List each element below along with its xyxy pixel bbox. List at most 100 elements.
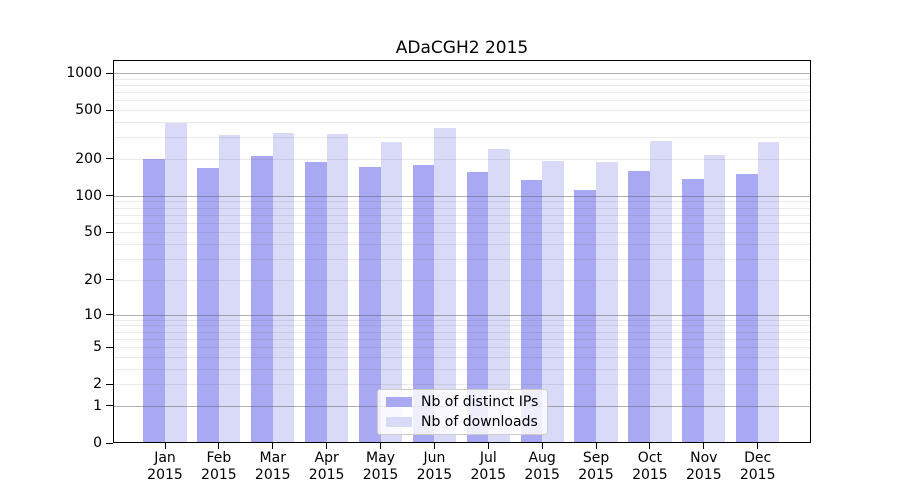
gridline-1000 [114,73,810,74]
x-tick-sep [595,443,597,449]
x-tick-label-jun: Jun 2015 [406,450,462,484]
bar-dec-distinct-ips [736,173,758,443]
x-tick-dec [757,443,759,449]
gridline-70 [114,214,810,216]
y-tick-label-50: 50 [84,224,102,241]
month-label: Dec [744,450,772,466]
month-label: Oct [637,450,663,466]
bar-jan-distinct-ips [143,158,165,443]
month-label: Mar [259,450,286,466]
legend-swatch-downloads-icon [386,417,412,427]
month-label: Jul [479,450,497,466]
y-tick-label-500: 500 [75,102,102,119]
gridline-7 [114,331,810,333]
y-tick-label-1: 1 [93,397,102,414]
bar-sep-distinct-ips [574,189,597,443]
bar-nov-distinct-ips [682,178,704,443]
bar-jul-downloads [488,149,510,443]
gridline-9 [114,319,810,321]
x-tick-label-oct: Oct 2015 [622,450,678,484]
gridline-20 [114,279,810,281]
month-label: Sep [582,450,610,466]
gridline-500 [114,110,810,112]
bar-apr-downloads [326,133,349,443]
bar-mar-downloads [272,132,295,443]
x-tick-mar [272,443,274,449]
y-tick-20 [106,279,113,281]
gridline-700 [114,92,810,94]
gridline-60 [114,222,810,224]
gridline-10 [114,314,810,316]
bar-jun-downloads [434,128,456,443]
y-tick-1000 [106,72,113,74]
y-tick-5 [106,346,113,348]
bar-dec-downloads [757,142,780,443]
year-label: 2015 [685,467,722,483]
gridline-600 [114,100,810,102]
x-tick-label-mar: Mar 2015 [245,450,301,484]
bar-apr-distinct-ips [305,161,327,443]
x-tick-label-feb: Feb 2015 [191,450,247,484]
x-tick-label-dec: Dec 2015 [730,450,786,484]
gridline-50 [114,232,810,234]
y-tick-50 [106,231,113,233]
month-label: Apr [314,450,339,466]
month-label: Jan [154,450,176,466]
y-tick-label-20: 20 [84,271,102,288]
x-tick-apr [326,443,328,449]
gridline-90 [114,201,810,203]
x-tick-label-jul: Jul 2015 [460,450,516,484]
bar-feb-distinct-ips [197,167,219,443]
gridline-200 [114,158,810,160]
bar-feb-downloads [218,134,241,443]
bar-jul-distinct-ips [466,171,489,443]
y-tick-label-1000: 1000 [66,65,102,81]
x-tick-label-aug: Aug 2015 [514,450,570,484]
y-tick-10 [106,314,113,316]
year-label: 2015 [632,467,668,483]
x-tick-may [380,443,382,449]
gridline-40 [114,244,810,246]
month-label: Nov [690,450,718,466]
year-label: 2015 [254,467,291,483]
y-tick-label-2: 2 [93,376,102,393]
legend-swatch-distinct-ips-icon [386,397,412,407]
gridline-900 [114,78,810,80]
bar-oct-downloads [649,140,672,443]
chart-title: ADaCGH2 2015 [395,38,529,58]
gridline-80 [114,207,810,209]
x-tick-jan [164,443,166,449]
x-tick-oct [649,443,651,449]
y-tick-label-5: 5 [93,339,102,356]
bar-nov-downloads [703,154,726,443]
bar-oct-distinct-ips [628,170,650,443]
bar-aug-downloads [542,161,564,443]
gridline-400 [114,121,810,123]
y-tick-label-200: 200 [75,150,102,167]
legend-label-distinct-ips: Nb of distinct IPs [421,394,539,410]
bar-sep-downloads [596,162,618,443]
gridline-100 [114,195,810,197]
y-tick-200 [106,158,113,160]
year-label: 2015 [578,467,614,483]
y-tick-label-0: 0 [93,435,102,451]
x-tick-nov [703,443,705,449]
bar-mar-distinct-ips [251,155,273,443]
year-label: 2015 [308,467,345,483]
y-tick-0 [106,442,113,444]
year-label: 2015 [362,467,399,483]
x-tick-feb [218,443,220,449]
gridline-2 [114,384,810,386]
gridline-3 [114,368,810,370]
y-tick-100 [106,195,113,197]
gridline-300 [114,137,810,139]
legend-item-distinct-ips: Nb of distinct IPs [386,394,539,410]
y-tick-label-10: 10 [84,306,102,323]
legend: Nb of distinct IPs Nb of downloads [377,389,548,435]
year-label: 2015 [739,467,776,483]
gridline-6 [114,338,810,340]
year-label: 2015 [470,467,507,483]
x-tick-jul [487,443,489,449]
month-label: Aug [528,450,556,466]
